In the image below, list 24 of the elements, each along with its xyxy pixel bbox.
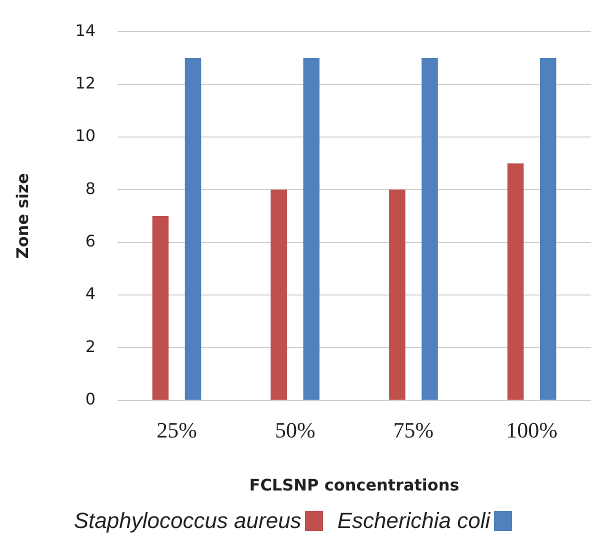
legend-label: Staphylococcus aureus (74, 508, 302, 534)
x-axis-title: FCLSNP concentrations (249, 476, 460, 495)
y-tick-label: 8 (85, 178, 96, 198)
y-tick-label: 2 (85, 336, 96, 356)
x-tick-label: 100% (506, 417, 558, 442)
y-axis-title: Zone size (12, 173, 32, 259)
bar (270, 190, 287, 400)
x-tick-label: 75% (393, 417, 434, 442)
y-tick-label: 10 (75, 126, 96, 146)
x-tick-label: 25% (156, 417, 197, 442)
legend-label: Escherichia coli (337, 508, 490, 534)
bar (152, 216, 169, 400)
bar (507, 163, 524, 400)
y-tick-label: 4 (85, 284, 96, 304)
y-tick-label: 14 (75, 20, 96, 40)
y-tick-label: 0 (85, 390, 96, 409)
y-tick-label: 6 (85, 232, 96, 250)
bar (389, 190, 406, 400)
bar (540, 58, 556, 400)
bar (422, 58, 438, 400)
y-tick-label: 12 (75, 73, 96, 92)
bar (184, 58, 202, 400)
bar (303, 58, 320, 400)
x-tick-label: 50% (274, 417, 316, 442)
